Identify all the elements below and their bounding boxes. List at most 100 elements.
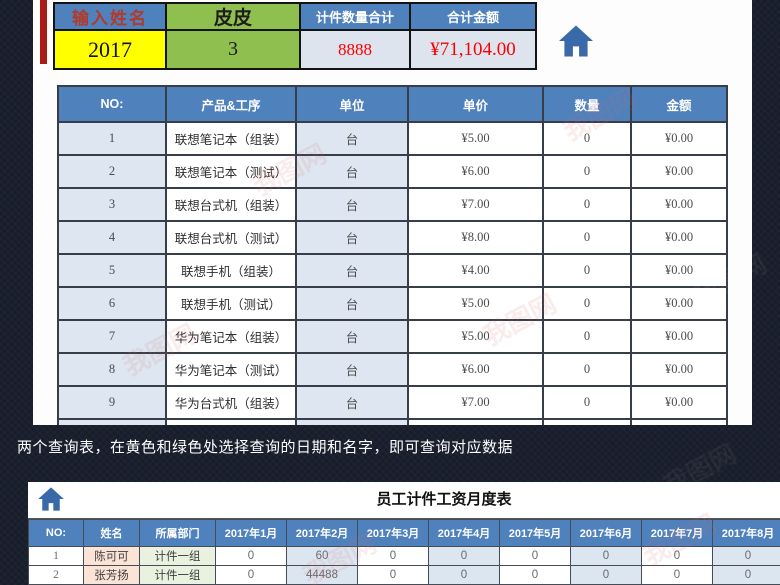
amount-total-label: 合计金额	[411, 4, 535, 29]
cell[interactable]: 华为台式机（组装）	[165, 385, 297, 420]
cell[interactable]: ¥0.00	[630, 385, 728, 420]
column-header: 单价	[407, 85, 544, 123]
cell[interactable]: 3	[57, 187, 167, 222]
cell[interactable]: 0	[542, 187, 632, 222]
column-header: 数量	[542, 85, 632, 123]
cell[interactable]: 联想笔记本（测试）	[165, 154, 297, 189]
table-row: 8 华为笔记本（测试）台 ¥6.00 0 ¥0.00	[57, 352, 728, 387]
cell[interactable]	[57, 418, 167, 425]
cell[interactable]: 6	[57, 286, 167, 321]
cell[interactable]: 4	[57, 220, 167, 255]
cell[interactable]: ¥5.00	[407, 121, 544, 156]
cell[interactable]: 0	[542, 220, 632, 255]
cell[interactable]: 台	[295, 220, 409, 255]
cell[interactable]: ¥8.00	[407, 220, 544, 255]
month-selector-cell[interactable]: 3	[167, 31, 299, 68]
cell[interactable]: 0	[542, 352, 632, 387]
cell[interactable]: 台	[295, 385, 409, 420]
cell[interactable]: 5	[57, 253, 167, 288]
cell[interactable]: 华为笔记本（组装）	[165, 319, 297, 354]
cell[interactable]: 0	[712, 546, 780, 566]
cell[interactable]: 0	[499, 565, 571, 585]
cell[interactable]: 张芳扬	[83, 565, 140, 585]
cell[interactable]: 陈可可	[83, 546, 140, 566]
cell[interactable]: 联想手机（测试）	[165, 286, 297, 321]
cell[interactable]: 2	[57, 154, 167, 189]
cell[interactable]	[630, 418, 728, 425]
cell[interactable]: ¥0.00	[630, 253, 728, 288]
cell[interactable]: 0	[542, 121, 632, 156]
qty-total-label: 计件数量合计	[301, 4, 409, 29]
column-header: 2017年7月	[641, 519, 713, 547]
cell[interactable]: 联想手机（组装）	[165, 253, 297, 288]
cell[interactable]: ¥0.00	[630, 319, 728, 354]
cell[interactable]: ¥0.00	[630, 352, 728, 387]
table-row	[57, 418, 728, 425]
cell[interactable]: 台	[295, 154, 409, 189]
cell[interactable]: 台	[295, 319, 409, 354]
name-value-cell[interactable]: 皮皮	[167, 4, 299, 29]
cell[interactable]: 0	[542, 286, 632, 321]
cell[interactable]: 0	[570, 565, 642, 585]
cell[interactable]: 1	[57, 121, 167, 156]
cell[interactable]: 联想台式机（测试）	[165, 220, 297, 255]
cell[interactable]: 华为笔记本（测试）	[165, 352, 297, 387]
table-row: 2 张芳扬 计件一组 0 44488 0 0 0 0 0 0	[28, 565, 780, 585]
home-icon[interactable]	[37, 486, 65, 512]
cell[interactable]: 7	[57, 319, 167, 354]
cell[interactable]: ¥5.00	[407, 286, 544, 321]
cell[interactable]: 0	[712, 565, 780, 585]
cell[interactable]: 2	[28, 565, 84, 585]
home-icon[interactable]	[557, 24, 595, 58]
cell[interactable]	[295, 418, 409, 425]
cell[interactable]: ¥0.00	[630, 286, 728, 321]
cell[interactable]: 0	[428, 565, 500, 585]
cell[interactable]: 8	[57, 352, 167, 387]
cell[interactable]	[407, 418, 544, 425]
cell[interactable]: 台	[295, 253, 409, 288]
cell[interactable]: 44488	[286, 565, 358, 585]
cell[interactable]: 0	[641, 565, 713, 585]
cell[interactable]: 台	[295, 187, 409, 222]
price-table-header-row: NO: 产品&工序 单位 单价 数量 金额	[57, 85, 728, 123]
cell[interactable]: 60	[286, 546, 358, 566]
cell[interactable]: ¥6.00	[407, 352, 544, 387]
cell[interactable]: 0	[357, 546, 429, 566]
cell[interactable]: 0	[570, 546, 642, 566]
cell[interactable]: 台	[295, 121, 409, 156]
cell[interactable]: 0	[542, 319, 632, 354]
cell[interactable]: 9	[57, 385, 167, 420]
cell[interactable]: 台	[295, 286, 409, 321]
cell[interactable]: 0	[499, 546, 571, 566]
cell[interactable]: 计件一组	[139, 546, 216, 566]
column-header: 2017年4月	[428, 519, 500, 547]
cell[interactable]: ¥0.00	[630, 154, 728, 189]
cell[interactable]: 台	[295, 352, 409, 387]
cell[interactable]: 0	[542, 385, 632, 420]
cell[interactable]	[165, 418, 297, 425]
cell[interactable]: 0	[215, 546, 287, 566]
cell[interactable]: 计件一组	[139, 565, 216, 585]
table-row: 5 联想手机（组装）台 ¥4.00 0 ¥0.00	[57, 253, 728, 288]
cell[interactable]: 0	[641, 546, 713, 566]
cell[interactable]: ¥7.00	[407, 385, 544, 420]
cell[interactable]: 联想笔记本（组装）	[165, 121, 297, 156]
column-header: 金额	[630, 85, 728, 123]
cell[interactable]: 0	[215, 565, 287, 585]
cell[interactable]: ¥0.00	[630, 220, 728, 255]
cell[interactable]	[542, 418, 632, 425]
cell[interactable]: 1	[28, 546, 84, 566]
year-selector-cell[interactable]: 2017	[55, 31, 165, 68]
cell[interactable]: ¥0.00	[630, 121, 728, 156]
cell[interactable]: 0	[357, 565, 429, 585]
cell[interactable]: ¥6.00	[407, 154, 544, 189]
cell[interactable]: ¥4.00	[407, 253, 544, 288]
cell[interactable]: 联想台式机（组装）	[165, 187, 297, 222]
cell[interactable]: 0	[542, 154, 632, 189]
table-row: 4 联想台式机（测试）台 ¥8.00 0 ¥0.00	[57, 220, 728, 255]
cell[interactable]: 0	[542, 253, 632, 288]
cell[interactable]: 0	[428, 546, 500, 566]
cell[interactable]: ¥5.00	[407, 319, 544, 354]
cell[interactable]: ¥0.00	[630, 187, 728, 222]
cell[interactable]: ¥7.00	[407, 187, 544, 222]
